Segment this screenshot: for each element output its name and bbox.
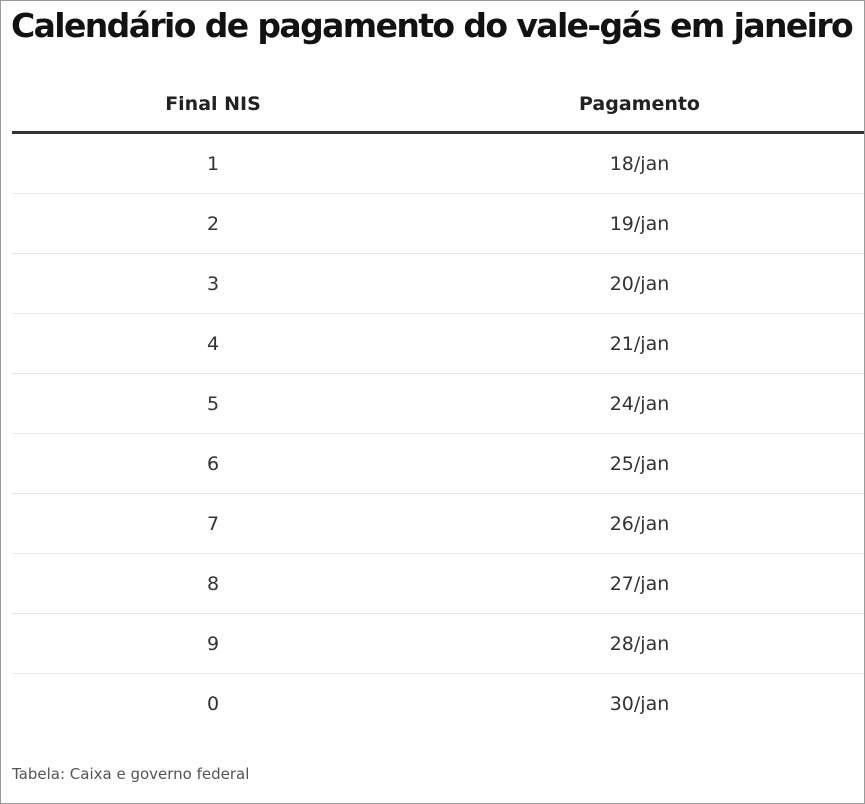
cell-final-nis: 9 [206,632,220,655]
cell-pagamento: 24/jan [609,392,670,415]
cell-final-nis: 5 [206,392,220,415]
page-title: Calendário de pagamento do vale-gás em j… [11,6,854,45]
cell-pagamento: 30/jan [609,692,670,715]
cell-final-nis: 0 [206,692,220,715]
cell-final-nis: 2 [206,212,220,235]
table-row: 2 19/jan [12,194,864,254]
source-note: Tabela: Caixa e governo federal [12,765,250,783]
cell-final-nis: 3 [206,272,220,295]
table-row: 8 27/jan [12,554,864,614]
table-header: Final NIS Pagamento [12,76,864,134]
cell-final-nis: 8 [206,572,220,595]
cell-pagamento: 21/jan [609,332,670,355]
cell-final-nis: 6 [206,452,220,475]
table-row: 4 21/jan [12,314,864,374]
table-row: 0 30/jan [12,674,864,733]
cell-pagamento: 18/jan [609,152,670,175]
column-header-pagamento: Pagamento [578,92,700,115]
cell-final-nis: 1 [206,152,220,175]
table-row: 9 28/jan [12,614,864,674]
column-header-final-nis: Final NIS [165,92,261,115]
cell-final-nis: 7 [206,512,220,535]
table-row: 5 24/jan [12,374,864,434]
cell-pagamento: 25/jan [609,452,670,475]
payment-table: Final NIS Pagamento 1 18/jan 2 19/jan 3 … [12,76,864,733]
table-row: 6 25/jan [12,434,864,494]
table-row: 1 18/jan [12,134,864,194]
cell-pagamento: 19/jan [609,212,670,235]
cell-pagamento: 27/jan [609,572,670,595]
cell-final-nis: 4 [206,332,220,355]
cell-pagamento: 28/jan [609,632,670,655]
cell-pagamento: 26/jan [609,512,670,535]
cell-pagamento: 20/jan [609,272,670,295]
table-row: 3 20/jan [12,254,864,314]
table-row: 7 26/jan [12,494,864,554]
